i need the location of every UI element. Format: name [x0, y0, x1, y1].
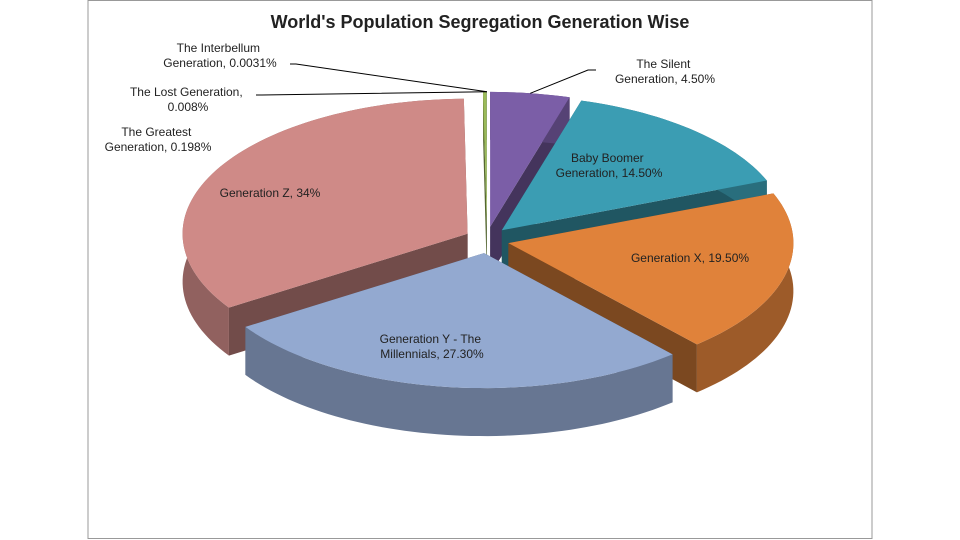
data-label: Generation Z, 34%: [220, 186, 321, 200]
leader-line: [530, 69, 596, 94]
slice: [245, 253, 673, 389]
data-label-line: Generation, 0.0031%: [163, 56, 277, 70]
data-label: The Lost Generation, 0.008%: [130, 85, 246, 114]
slice: [501, 100, 767, 231]
data-label-line: Generation X, 19.50%: [631, 251, 749, 265]
data-label-line: Generation Y - The: [380, 332, 485, 346]
data-label-line: Generation, 14.50%: [556, 166, 663, 180]
data-label: Generation X, 19.50%: [631, 251, 749, 265]
data-label-line: Millennials, 27.30%: [380, 347, 484, 361]
leader-line: [256, 91, 487, 96]
slice: [490, 91, 570, 227]
data-label: Baby Boomer Generation, 14.50%: [556, 151, 663, 180]
slice: [182, 98, 468, 308]
slice-group: [245, 253, 673, 437]
data-label-line: The Greatest: [121, 125, 194, 139]
data-label: Generation Y - The Millennials, 27.30%: [380, 332, 485, 361]
data-label-line: Baby Boomer: [571, 151, 647, 165]
data-label-line: The Interbellum: [177, 41, 264, 55]
slice: [483, 91, 487, 227]
slice-side: [245, 326, 673, 437]
data-label-line: The Lost Generation,: [130, 85, 246, 99]
data-label-line: The Silent: [636, 57, 693, 71]
data-label-line: 0.008%: [168, 100, 209, 114]
slice-side: [696, 193, 794, 393]
data-label-line: Generation, 0.198%: [105, 140, 212, 154]
data-label-line: Generation Z, 34%: [220, 186, 321, 200]
chart-title: World's Population Segregation Generatio…: [271, 12, 690, 32]
data-label: The Interbellum Generation, 0.0031%: [163, 41, 277, 70]
slice-group: [483, 91, 487, 275]
data-label-line: Generation, 4.50%: [615, 72, 715, 86]
slice: [508, 193, 794, 345]
data-label: The Silent Generation, 4.50%: [615, 57, 715, 86]
data-label: The Greatest Generation, 0.198%: [105, 125, 212, 154]
leader-line: [290, 63, 488, 93]
